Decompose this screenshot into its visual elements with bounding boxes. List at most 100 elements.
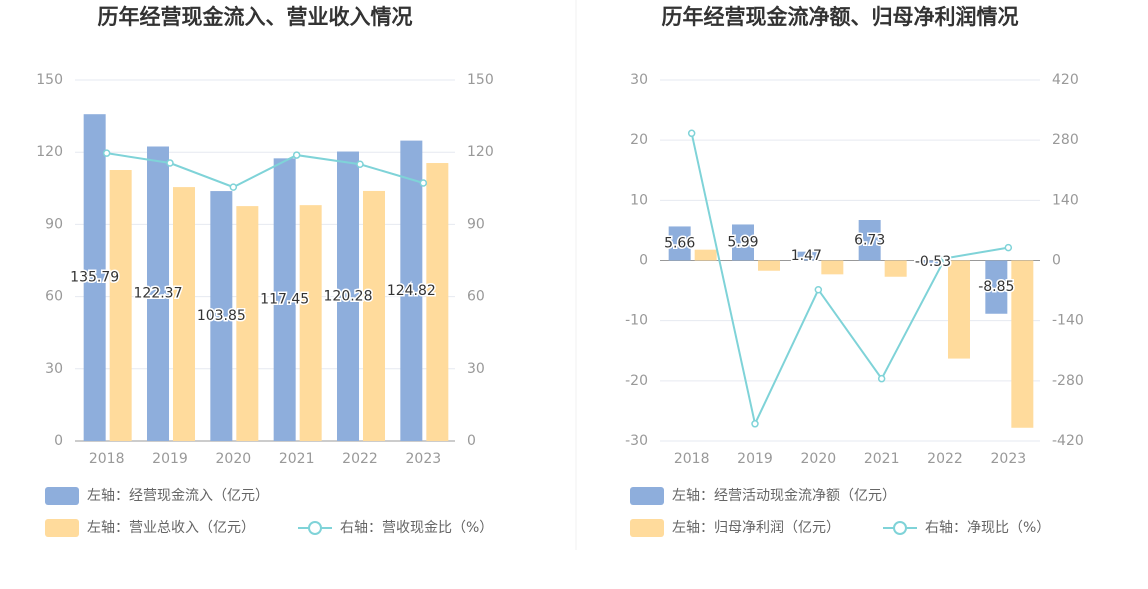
- bar: [363, 190, 385, 441]
- legend-label: 右轴：营收现金比（%）: [340, 520, 493, 536]
- y2-tick-label: 140: [1052, 192, 1079, 208]
- line-point: [814, 285, 823, 294]
- x-tick-label: 2023: [991, 451, 1027, 467]
- x-tick-label: 2018: [674, 451, 710, 467]
- y2-tick-label: 150: [467, 72, 494, 88]
- data-label: 135.79: [70, 270, 119, 286]
- x-tick-label: 2022: [342, 451, 378, 467]
- line-point: [941, 254, 949, 263]
- line-point: [166, 159, 174, 167]
- bar: [821, 260, 844, 275]
- data-label: -0.53: [915, 254, 951, 270]
- y-tick-label: 30: [45, 361, 63, 377]
- bar: [795, 251, 818, 261]
- legend-label: 右轴：净现比（%）: [925, 520, 1050, 536]
- legend-swatch: [630, 487, 664, 505]
- line-point: [751, 420, 759, 428]
- bar: [758, 260, 780, 271]
- y2-tick-label: 0: [1052, 253, 1061, 269]
- y-tick-label: -20: [625, 373, 648, 389]
- data-label: 6.73: [854, 232, 885, 248]
- chart-title: 历年经营现金流净额、归母净利润情况: [662, 5, 1019, 29]
- y-tick-label: 0: [639, 253, 648, 269]
- legend-marker: [893, 521, 907, 535]
- y2-tick-label: 30: [467, 361, 485, 377]
- y-tick-label: 30: [630, 72, 648, 88]
- x-tick-label: 2021: [279, 451, 315, 467]
- bar: [236, 206, 259, 441]
- y2-tick-label: 90: [467, 216, 485, 232]
- line-point: [419, 179, 428, 187]
- legend-label: 左轴：经营活动现金流净额（亿元）: [672, 488, 896, 504]
- x-tick-label: 2020: [216, 451, 252, 467]
- bar: [147, 146, 169, 441]
- bar: [884, 260, 907, 277]
- y-tick-label: 0: [54, 433, 63, 449]
- x-tick-label: 2019: [737, 451, 773, 467]
- bar: [400, 140, 423, 442]
- bar: [948, 260, 970, 359]
- x-tick-label: 2018: [89, 451, 125, 467]
- y2-tick-label: -420: [1052, 433, 1084, 449]
- x-tick-label: 2019: [152, 451, 188, 467]
- data-label: -8.85: [978, 279, 1014, 295]
- x-tick-label: 2021: [864, 451, 900, 467]
- y-tick-label: 60: [45, 289, 63, 305]
- legend-swatch: [45, 487, 79, 505]
- line-point: [687, 129, 696, 138]
- bar: [273, 158, 296, 441]
- data-label: 103.85: [197, 308, 246, 324]
- y2-tick-label: 0: [467, 433, 476, 449]
- bar: [109, 170, 132, 441]
- line-point: [1004, 243, 1013, 252]
- y-tick-label: 90: [45, 216, 63, 232]
- line-point: [292, 151, 301, 159]
- legend-swatch: [45, 519, 79, 537]
- line-point: [102, 149, 111, 157]
- bar: [83, 114, 106, 441]
- line-point: [356, 160, 364, 168]
- legend-label: 左轴：营业总收入（亿元）: [87, 520, 255, 536]
- legend-swatch: [630, 519, 664, 537]
- legend-label: 左轴：归母净利润（亿元）: [672, 519, 840, 536]
- bar: [858, 220, 881, 261]
- bar: [337, 151, 359, 442]
- bar: [922, 260, 944, 264]
- data-label: 1.47: [791, 248, 822, 264]
- line: [106, 152, 424, 189]
- bar: [210, 191, 233, 441]
- x-tick-label: 2020: [801, 451, 837, 467]
- y2-tick-label: 420: [1052, 72, 1079, 88]
- data-label: 124.82: [387, 283, 436, 299]
- x-tick-label: 2023: [406, 451, 442, 467]
- y-tick-label: 20: [630, 132, 648, 148]
- bar: [694, 249, 717, 261]
- y-tick-label: 150: [36, 72, 63, 88]
- line-point: [229, 183, 238, 191]
- data-label: 122.37: [134, 286, 183, 302]
- data-label: 120.28: [324, 288, 373, 304]
- y2-tick-label: 280: [1052, 132, 1079, 148]
- line: [690, 133, 1009, 427]
- data-label: 5.99: [727, 234, 758, 250]
- bar: [173, 187, 195, 441]
- legend-label: 左轴：经营现金流入（亿元）: [87, 488, 269, 504]
- line-point: [877, 374, 886, 383]
- data-label: 117.45: [260, 292, 309, 308]
- y2-tick-label: -140: [1052, 313, 1084, 329]
- y2-tick-label: 60: [467, 289, 485, 305]
- bar: [732, 224, 754, 261]
- x-tick-label: 2022: [927, 451, 963, 467]
- bar: [1011, 260, 1034, 428]
- y2-tick-label: 120: [467, 144, 494, 160]
- legend-marker: [308, 521, 322, 535]
- bar: [985, 260, 1008, 314]
- y-tick-label: 10: [630, 192, 648, 208]
- data-label: 5.66: [664, 235, 695, 251]
- bar: [426, 163, 449, 441]
- bar: [668, 226, 691, 261]
- bar: [299, 205, 322, 441]
- y2-tick-label: -280: [1052, 373, 1084, 389]
